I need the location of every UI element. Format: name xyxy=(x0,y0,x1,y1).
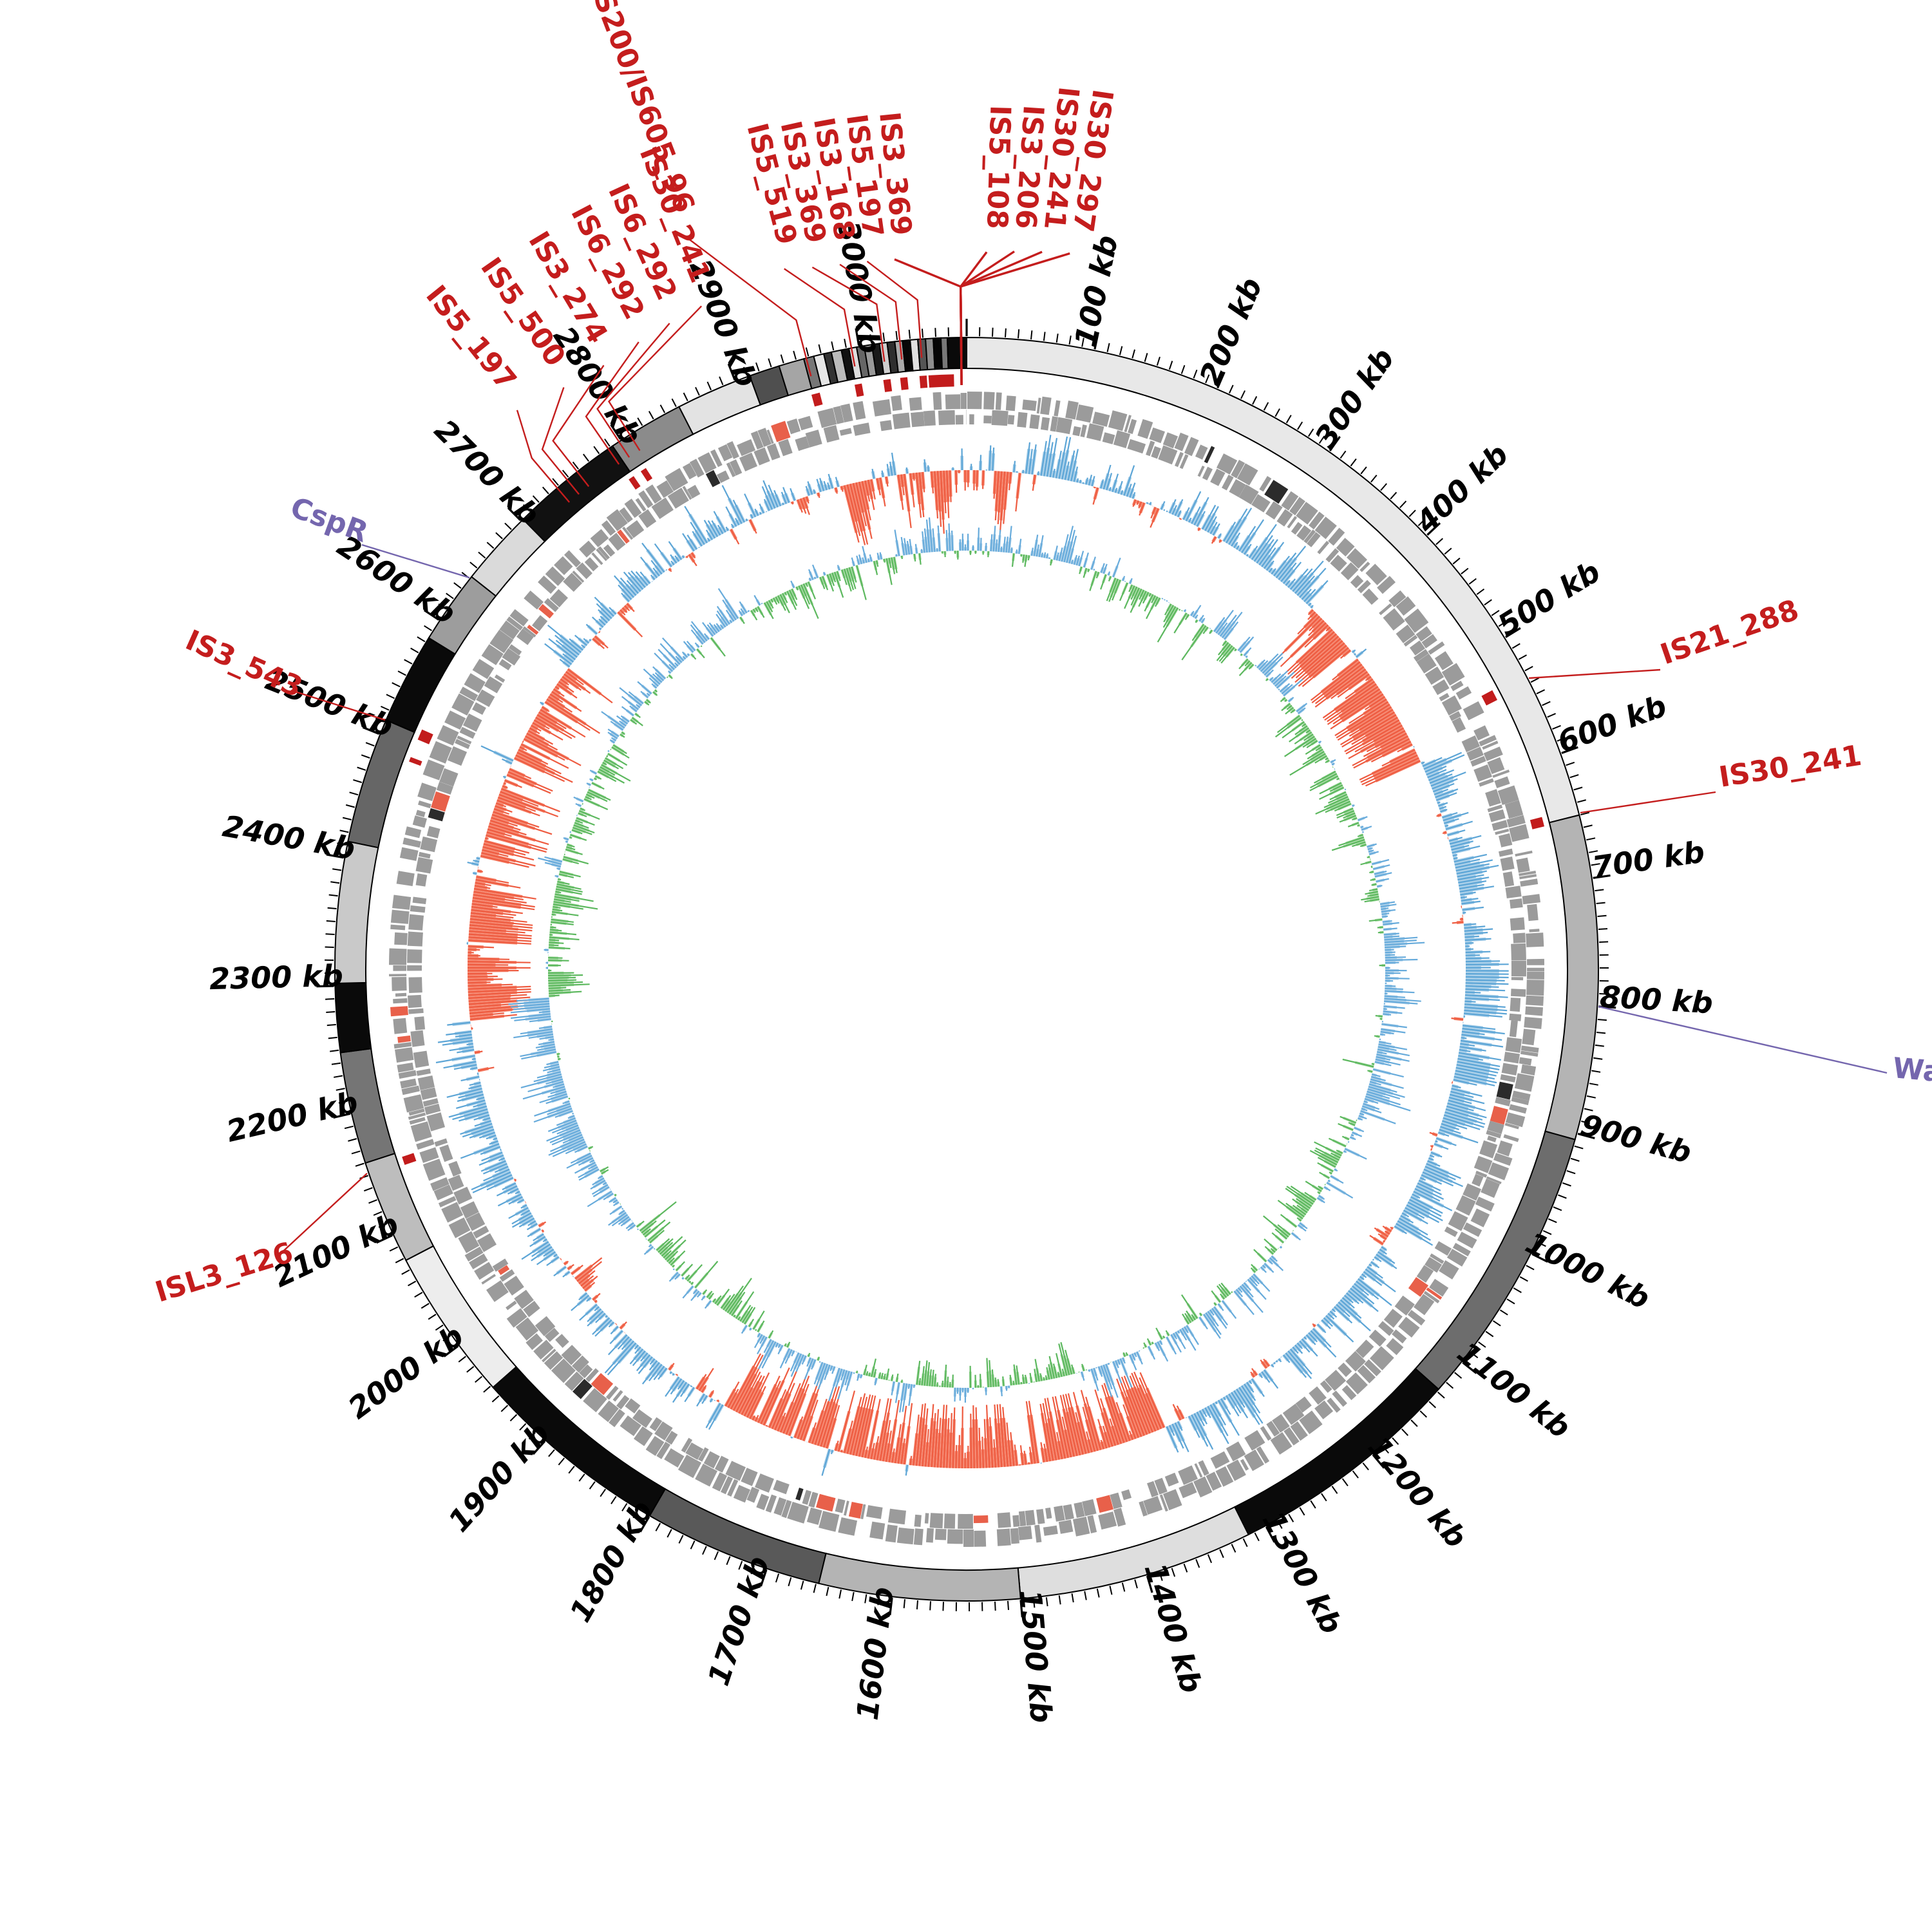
label-leader-line xyxy=(516,410,571,503)
axis-tick-label: 1200 kb xyxy=(1361,1430,1474,1555)
axis-tick-label: 1400 kb xyxy=(1138,1559,1209,1697)
label-leader-line xyxy=(552,365,605,488)
axis-tick-label: 200 kb xyxy=(1193,272,1269,390)
label-leader-line xyxy=(866,260,923,358)
is-element-label: IS5_108 xyxy=(980,105,1016,230)
axis-tick-label: 1900 kb xyxy=(441,1416,556,1539)
axis-tick-label: 500 kb xyxy=(1492,554,1606,643)
axis-tick-label: 2200 kb xyxy=(223,1084,361,1149)
is-element-label: IS3_206 xyxy=(1009,104,1050,230)
axis-tick-label: 700 kb xyxy=(1590,834,1707,885)
label-leader-line xyxy=(541,387,580,495)
axis-tick-label: 400 kb xyxy=(1408,437,1515,540)
is-element-label: ISL3_126 xyxy=(151,1236,297,1309)
label-leader-line xyxy=(685,236,812,377)
is-element-label: IS200/IS605_96 xyxy=(583,0,701,217)
label-leader-line xyxy=(290,689,386,721)
label-leader-line xyxy=(1528,668,1661,679)
axis-tick-label: 2300 kb xyxy=(209,958,344,996)
skew-track xyxy=(508,517,1425,1413)
is-element-label: IS30_241 xyxy=(1717,739,1864,794)
is-element-label: IS21_288 xyxy=(1656,594,1803,672)
regulator-gene-label: CspR xyxy=(286,491,372,549)
axis-tick-label: 2400 kb xyxy=(220,808,358,866)
axis-tick-label: 1700 kb xyxy=(701,1552,776,1690)
label-leader-line xyxy=(1580,791,1716,814)
label-leader-line xyxy=(811,266,886,362)
axis-tick-label: 800 kb xyxy=(1599,979,1714,1020)
axis-tick-label: 2700 kb xyxy=(428,413,547,532)
label-leader-line xyxy=(585,341,639,465)
axis-tick-label: 1500 kb xyxy=(1013,1588,1059,1724)
axis-tick-label: 1300 kb xyxy=(1256,1506,1350,1640)
label-leader-line xyxy=(784,268,856,367)
axis-tick-label: 300 kb xyxy=(1308,342,1401,455)
gc-track xyxy=(435,435,1509,1476)
label-leader-line xyxy=(361,544,470,579)
axis-tick-label: 1100 kb xyxy=(1451,1335,1577,1445)
axis-ring xyxy=(316,319,1616,1618)
axis-tick-label: 900 kb xyxy=(1577,1107,1696,1170)
axis-tick-label: 1000 kb xyxy=(1520,1225,1656,1316)
label-leader-line xyxy=(596,323,670,458)
is-marker-ring xyxy=(402,374,1544,1165)
label-leader-line xyxy=(839,263,903,360)
gene-track xyxy=(389,392,1545,1548)
axis-tick-label: 2000 kb xyxy=(342,1318,470,1426)
label-leader-line xyxy=(278,1173,368,1256)
label-leader-line xyxy=(1598,1005,1888,1074)
regulator-gene-label: WalR xyxy=(1891,1052,1932,1092)
is-element-label: IS3_543 xyxy=(181,623,308,704)
axis-tick-label: 100 kb xyxy=(1068,232,1124,350)
contig-ring xyxy=(334,336,1599,1602)
core-genome-ring xyxy=(598,601,1336,1338)
axis-tick-label: 1600 kb xyxy=(850,1585,900,1721)
label-leader-line xyxy=(959,252,1070,386)
axis-tick-label: 1800 kb xyxy=(563,1495,660,1628)
axis-tick-label: 600 kb xyxy=(1553,688,1671,760)
label-leader-line xyxy=(607,305,703,451)
